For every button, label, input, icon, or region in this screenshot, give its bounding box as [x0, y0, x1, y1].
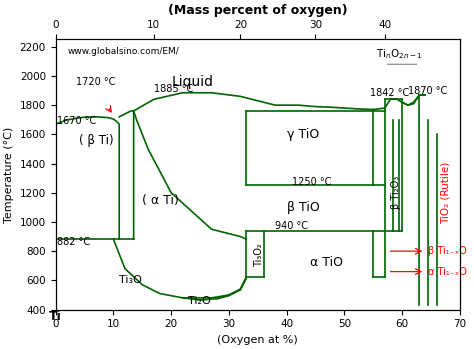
- X-axis label: (Oxygen at %): (Oxygen at %): [218, 335, 298, 345]
- Text: ( β Ti): ( β Ti): [79, 134, 113, 147]
- Text: γ TiO: γ TiO: [287, 128, 319, 141]
- Text: 1842 °C: 1842 °C: [370, 88, 410, 98]
- Text: 1885 °C: 1885 °C: [154, 84, 193, 94]
- Text: www.globalsino.com/EM/: www.globalsino.com/EM/: [67, 47, 179, 55]
- Text: Ti₃O₂: Ti₃O₂: [254, 244, 264, 267]
- Text: 1670 °C: 1670 °C: [57, 116, 96, 126]
- Text: 1870 °C: 1870 °C: [408, 86, 447, 96]
- Text: Ti₃O: Ti₃O: [119, 275, 142, 285]
- Y-axis label: Temperature (°C): Temperature (°C): [4, 126, 14, 223]
- Text: Ti₂O: Ti₂O: [189, 296, 211, 305]
- Text: TiO₂ (Rutile): TiO₂ (Rutile): [440, 162, 450, 224]
- Text: α Ti₁₋ₓO: α Ti₁₋ₓO: [428, 267, 467, 277]
- Text: Liquid: Liquid: [171, 75, 213, 89]
- Text: β Ti₁₋ₓO: β Ti₁₋ₓO: [428, 246, 467, 256]
- Text: Ti: Ti: [49, 310, 62, 323]
- Text: ( α Ti): ( α Ti): [142, 194, 179, 207]
- Text: 1720 °C: 1720 °C: [76, 77, 115, 87]
- Text: 940 °C: 940 °C: [275, 221, 308, 231]
- Text: 882 °C: 882 °C: [57, 237, 90, 247]
- Text: Ti$_n$O$_{2n-1}$: Ti$_n$O$_{2n-1}$: [376, 47, 422, 61]
- Text: β TiO: β TiO: [287, 201, 319, 214]
- Text: β Ti₂O₃: β Ti₂O₃: [391, 176, 401, 209]
- Text: α TiO: α TiO: [310, 256, 343, 269]
- Text: 1250 °C: 1250 °C: [292, 177, 332, 187]
- X-axis label: (Mass percent of oxygen): (Mass percent of oxygen): [168, 4, 347, 17]
